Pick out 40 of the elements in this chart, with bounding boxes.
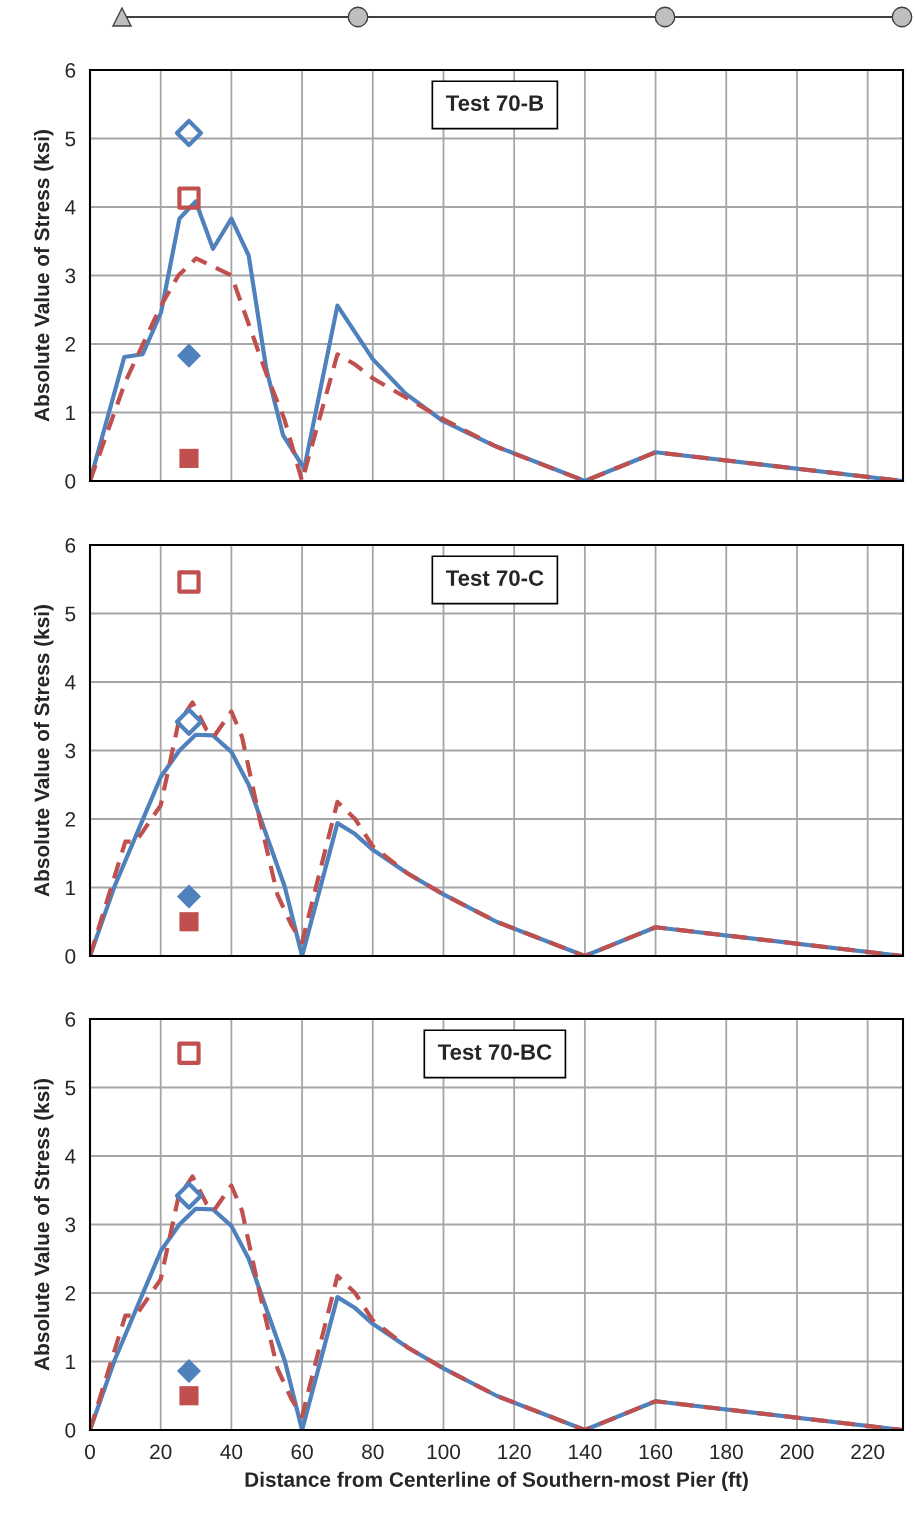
y-tick-label: 2 (65, 337, 76, 352)
x-tick-label: 120 (498, 1444, 531, 1460)
y-tick-label: 3 (65, 268, 76, 284)
x-tick-label: 140 (569, 1444, 602, 1460)
y-tick-label: 3 (65, 1217, 76, 1233)
x-tick-label: 200 (780, 1444, 814, 1460)
y-tick-label: 2 (65, 1286, 76, 1301)
y-tick-label: 5 (65, 1080, 76, 1096)
y-tick-label: 4 (65, 1149, 76, 1164)
y-tick-label: 0 (65, 949, 76, 964)
x-tick-label: 80 (362, 1444, 384, 1460)
text: Test 70-B (445, 95, 544, 111)
y-tick-label: 6 (65, 63, 76, 78)
y-axis-title: Absolute Value of Stress (ksi) (33, 1079, 54, 1371)
text: Test 70-C (445, 570, 544, 586)
y-tick-label: 5 (65, 606, 76, 622)
x-tick-label: 60 (291, 1444, 313, 1460)
x-tick-label: 20 (150, 1444, 172, 1460)
y-tick-label: 5 (65, 131, 76, 147)
x-tick-label: 0 (85, 1444, 95, 1460)
y-tick-label: 1 (66, 1354, 76, 1370)
y-axis-title: Absolute Value of Stress (ksi) (33, 605, 54, 897)
y-tick-label: 6 (65, 538, 76, 553)
y-tick-label: 3 (65, 743, 76, 759)
y-tick-label: 0 (65, 474, 76, 489)
y-tick-label: 4 (65, 675, 76, 690)
y-tick-label: 0 (65, 1423, 76, 1438)
y-tick-label: 4 (65, 200, 76, 215)
x-tick-label: 220 (851, 1444, 885, 1460)
y-tick-label: 1 (66, 880, 76, 896)
text: Test 70-BC (437, 1044, 552, 1060)
x-axis-title: Distance from Centerline of Southern-most Pier (ft) (245, 1471, 748, 1492)
y-tick-label: 6 (65, 1012, 76, 1027)
x-tick-label: 100 (427, 1444, 461, 1460)
y-tick-label: 2 (65, 812, 76, 827)
x-tick-label: 40 (220, 1444, 243, 1460)
x-tick-label: 180 (710, 1444, 743, 1460)
x-tick-label: 160 (639, 1444, 673, 1460)
y-tick-label: 1 (66, 405, 76, 421)
y-axis-title: Absolute Value of Stress (ksi) (33, 130, 54, 422)
